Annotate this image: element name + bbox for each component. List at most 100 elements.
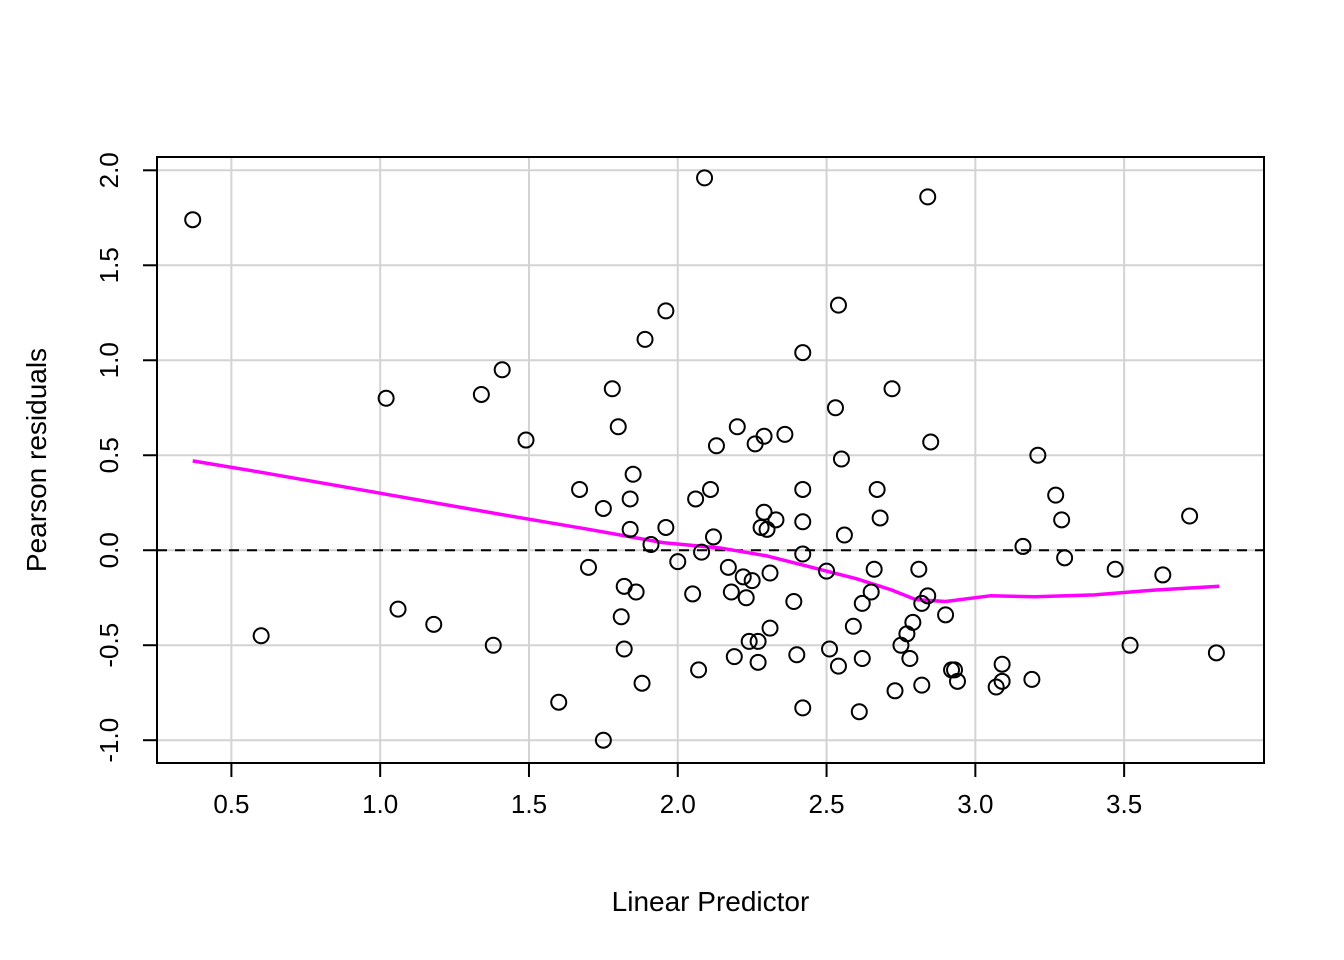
data-points (184, 169, 1225, 749)
data-point (722, 583, 740, 601)
x-axis: 0.5 1.0 1.5 2.0 2.5 3.0 3.5 (213, 762, 1142, 819)
grid-lines (157, 157, 1264, 763)
data-point (252, 627, 270, 645)
data-point (829, 657, 847, 675)
data-point (624, 465, 642, 483)
data-point (835, 526, 853, 544)
data-point (821, 640, 839, 658)
data-point (621, 490, 639, 508)
data-point (910, 560, 928, 578)
data-point (719, 558, 737, 576)
data-point (615, 640, 633, 658)
data-point (728, 418, 746, 436)
data-point (687, 490, 705, 508)
data-point (904, 613, 922, 631)
data-point (758, 520, 776, 538)
x-tick-label: 2.0 (660, 789, 696, 819)
data-point (642, 536, 660, 554)
data-point (696, 169, 714, 187)
data-point (657, 302, 675, 320)
data-point (1014, 537, 1032, 555)
data-point (734, 568, 752, 586)
data-point (913, 676, 931, 694)
data-point (550, 693, 568, 711)
data-point (1029, 446, 1047, 464)
data-point (704, 528, 722, 546)
y-axis: -1.0 -0.5 0.0 0.5 1.0 1.5 2.0 (94, 152, 158, 763)
data-point (493, 361, 511, 379)
x-tick-label: 3.5 (1106, 789, 1142, 819)
data-point (627, 583, 645, 601)
data-point (794, 699, 812, 717)
data-point (702, 480, 719, 498)
data-point (922, 433, 940, 451)
data-point (919, 188, 937, 206)
data-point (636, 330, 654, 348)
data-point (794, 545, 812, 563)
data-point (690, 661, 708, 679)
data-point (743, 572, 761, 590)
data-point (669, 553, 687, 571)
data-point (871, 509, 889, 527)
data-point (484, 636, 502, 654)
data-point (184, 211, 202, 229)
data-point (761, 564, 779, 582)
data-point (377, 389, 395, 407)
data-point (1053, 511, 1071, 529)
y-tick-label: -1.0 (94, 718, 124, 763)
data-point (844, 617, 862, 635)
data-point (594, 499, 612, 517)
data-point (389, 600, 407, 618)
data-point (425, 615, 443, 633)
data-point (749, 632, 767, 650)
y-tick-label: 0.5 (94, 437, 124, 473)
data-point (594, 731, 612, 749)
data-point (621, 520, 639, 538)
data-point (755, 427, 773, 445)
data-point (776, 425, 794, 443)
data-point (993, 672, 1011, 690)
data-point (785, 593, 803, 611)
data-point (1106, 560, 1124, 578)
data-point (571, 480, 589, 498)
x-tick-label: 1.5 (511, 789, 547, 819)
data-point (829, 296, 847, 314)
data-point (693, 543, 711, 561)
data-point (517, 431, 535, 449)
data-point (740, 632, 758, 650)
data-point (946, 661, 964, 679)
data-point (1154, 566, 1172, 584)
plot-frame (156, 156, 1265, 764)
x-tick-label: 3.0 (957, 789, 993, 819)
data-point (1047, 486, 1065, 504)
data-point (1023, 670, 1041, 688)
y-tick-label: 0.0 (94, 532, 124, 568)
y-tick-label: 1.0 (94, 342, 124, 378)
data-point (609, 418, 627, 436)
data-point (1207, 644, 1225, 662)
data-point (987, 678, 1005, 696)
data-point (633, 674, 651, 692)
data-point (853, 650, 871, 668)
data-point (898, 625, 916, 643)
data-point (886, 682, 904, 700)
data-point (901, 650, 919, 668)
data-point (794, 480, 812, 498)
data-point (788, 646, 806, 664)
y-tick-label: 1.5 (94, 247, 124, 283)
data-point (684, 585, 702, 603)
data-point (579, 558, 597, 576)
data-point (868, 480, 886, 498)
data-point (919, 587, 937, 605)
data-point (794, 513, 812, 531)
y-tick-label: 2.0 (94, 152, 124, 188)
data-point (937, 606, 955, 624)
data-point (657, 518, 675, 536)
data-point (725, 648, 743, 666)
data-point (826, 399, 844, 417)
y-axis-title: Pearson residuals (21, 348, 52, 572)
x-axis-title: Linear Predictor (612, 886, 810, 917)
data-point (818, 562, 836, 580)
data-point (472, 385, 490, 403)
